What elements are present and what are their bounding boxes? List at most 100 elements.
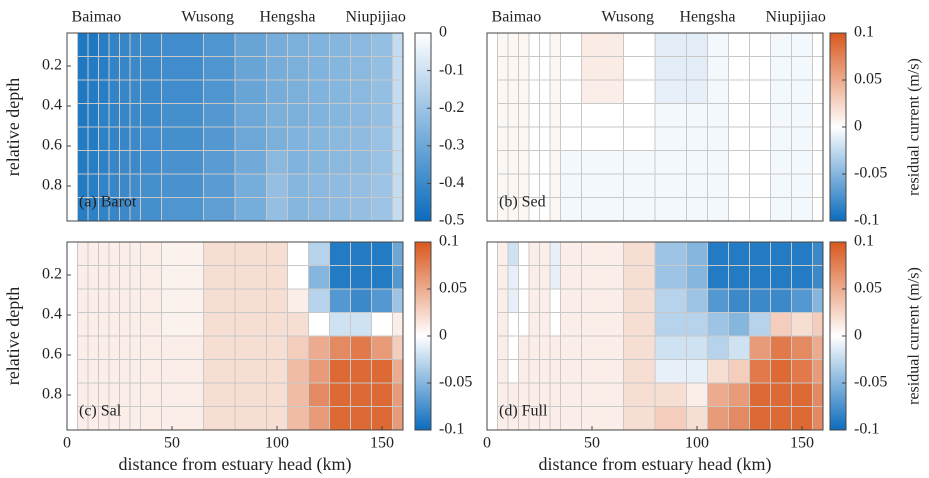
heatmap-cell xyxy=(350,288,372,313)
heatmap-cell xyxy=(686,359,708,384)
heatmap-cell xyxy=(98,150,110,175)
heatmap-cell xyxy=(161,103,204,128)
colorbar-tick-label: 0.1 xyxy=(439,233,459,250)
heatmap-cell xyxy=(392,406,404,431)
heatmap-cell xyxy=(119,288,131,313)
heatmap-cell xyxy=(129,406,141,431)
heatmap-cell xyxy=(623,241,656,266)
y-axis-label: relative depth xyxy=(3,78,23,176)
heatmap-cell xyxy=(581,32,624,57)
heatmap-cell xyxy=(129,150,141,175)
heatmap-cell xyxy=(749,335,771,360)
heatmap-cell xyxy=(350,32,372,57)
heatmap-cell xyxy=(497,126,509,151)
colorbar-label: residual current (m/s) xyxy=(906,267,923,405)
x-tick-label: 150 xyxy=(790,435,814,452)
heatmap-cell xyxy=(234,288,267,313)
heatmap-cell xyxy=(287,335,309,360)
heatmap-cell xyxy=(549,406,561,431)
heatmap-cell xyxy=(560,32,582,57)
heatmap-cell xyxy=(791,150,813,175)
heatmap-cell xyxy=(791,382,813,407)
heatmap-cell xyxy=(119,56,131,81)
heatmap-cell xyxy=(707,173,729,198)
heatmap-cell xyxy=(539,79,551,104)
heatmap-cell xyxy=(119,265,131,290)
heatmap-cell xyxy=(560,79,582,104)
heatmap-cell xyxy=(140,126,162,151)
heatmap-cell xyxy=(518,288,530,313)
heatmap-cell xyxy=(518,56,530,81)
heatmap-cell xyxy=(140,265,162,290)
y-tick-label: 0.8 xyxy=(42,177,62,194)
heatmap-cell xyxy=(812,197,824,222)
heatmap-cell xyxy=(549,312,561,337)
heatmap-cell xyxy=(549,197,561,222)
heatmap-cell xyxy=(87,103,99,128)
colorbar-tick-label: -0.1 xyxy=(439,61,464,78)
heatmap-cell xyxy=(549,265,561,290)
heatmap-cell xyxy=(654,197,687,222)
heatmap-cell xyxy=(770,150,792,175)
heatmap-cell xyxy=(507,335,519,360)
heatmap-cell xyxy=(707,56,729,81)
colorbar-tick-label: -0.05 xyxy=(439,374,472,391)
heatmap-cell xyxy=(77,265,89,290)
heatmap-cell xyxy=(518,79,530,104)
colorbar xyxy=(414,32,432,222)
x-axis-label: distance from estuary head (km) xyxy=(119,454,352,475)
heatmap-cell xyxy=(654,126,687,151)
heatmap-cell xyxy=(161,56,204,81)
heatmap-cell xyxy=(350,241,372,266)
colorbar-tick-label: 0.05 xyxy=(854,280,882,297)
heatmap-cell xyxy=(392,103,404,128)
heatmap-cell xyxy=(161,312,204,337)
heatmap-cell xyxy=(350,173,372,198)
y-tick-label: 0.8 xyxy=(42,386,62,403)
heatmap-cell xyxy=(539,126,551,151)
heatmap-cell xyxy=(581,79,624,104)
heatmap-cell xyxy=(161,406,204,431)
heatmap-cell xyxy=(623,335,656,360)
x-tick-label: 50 xyxy=(164,435,180,452)
heatmap-cell xyxy=(528,103,540,128)
heatmap-cell xyxy=(287,173,309,198)
heatmap-cell xyxy=(623,406,656,431)
heatmap-cell xyxy=(140,335,162,360)
heatmap-cell xyxy=(812,56,824,81)
heatmap-cell xyxy=(371,126,393,151)
heatmap-cell xyxy=(287,32,309,57)
heatmap-cell xyxy=(518,32,530,57)
heatmap-cell xyxy=(161,126,204,151)
heatmap-cell xyxy=(623,79,656,104)
colorbar-tick-label: -0.1 xyxy=(854,212,879,229)
heatmap-cell xyxy=(791,32,813,57)
heatmap-cell xyxy=(287,241,309,266)
heatmap-cell xyxy=(539,56,551,81)
heatmap-cell xyxy=(129,79,141,104)
heatmap-cell xyxy=(749,197,771,222)
heatmap-cell xyxy=(770,406,792,431)
heatmap-cell xyxy=(686,312,708,337)
heatmap-cell xyxy=(266,335,288,360)
heatmap-cell xyxy=(686,288,708,313)
heatmap-cell xyxy=(549,56,561,81)
heatmap-cell xyxy=(549,126,561,151)
heatmap-cell xyxy=(350,335,372,360)
heatmap-cell xyxy=(507,265,519,290)
heatmap-cell xyxy=(549,173,561,198)
heatmap-cell xyxy=(371,32,393,57)
heatmap-cell xyxy=(308,173,330,198)
heatmap-cell xyxy=(392,241,404,266)
heatmap-cell xyxy=(129,32,141,57)
heatmap-cell xyxy=(686,265,708,290)
heatmap-cell xyxy=(234,79,267,104)
heatmap-cell xyxy=(77,32,89,57)
heatmap-cell xyxy=(707,288,729,313)
heatmap-cell xyxy=(728,382,750,407)
heatmap-cell xyxy=(560,265,582,290)
heatmap-cell xyxy=(287,56,309,81)
x-tick-label: 100 xyxy=(685,435,709,452)
heatmap-cell xyxy=(707,312,729,337)
heatmap-cell xyxy=(728,288,750,313)
